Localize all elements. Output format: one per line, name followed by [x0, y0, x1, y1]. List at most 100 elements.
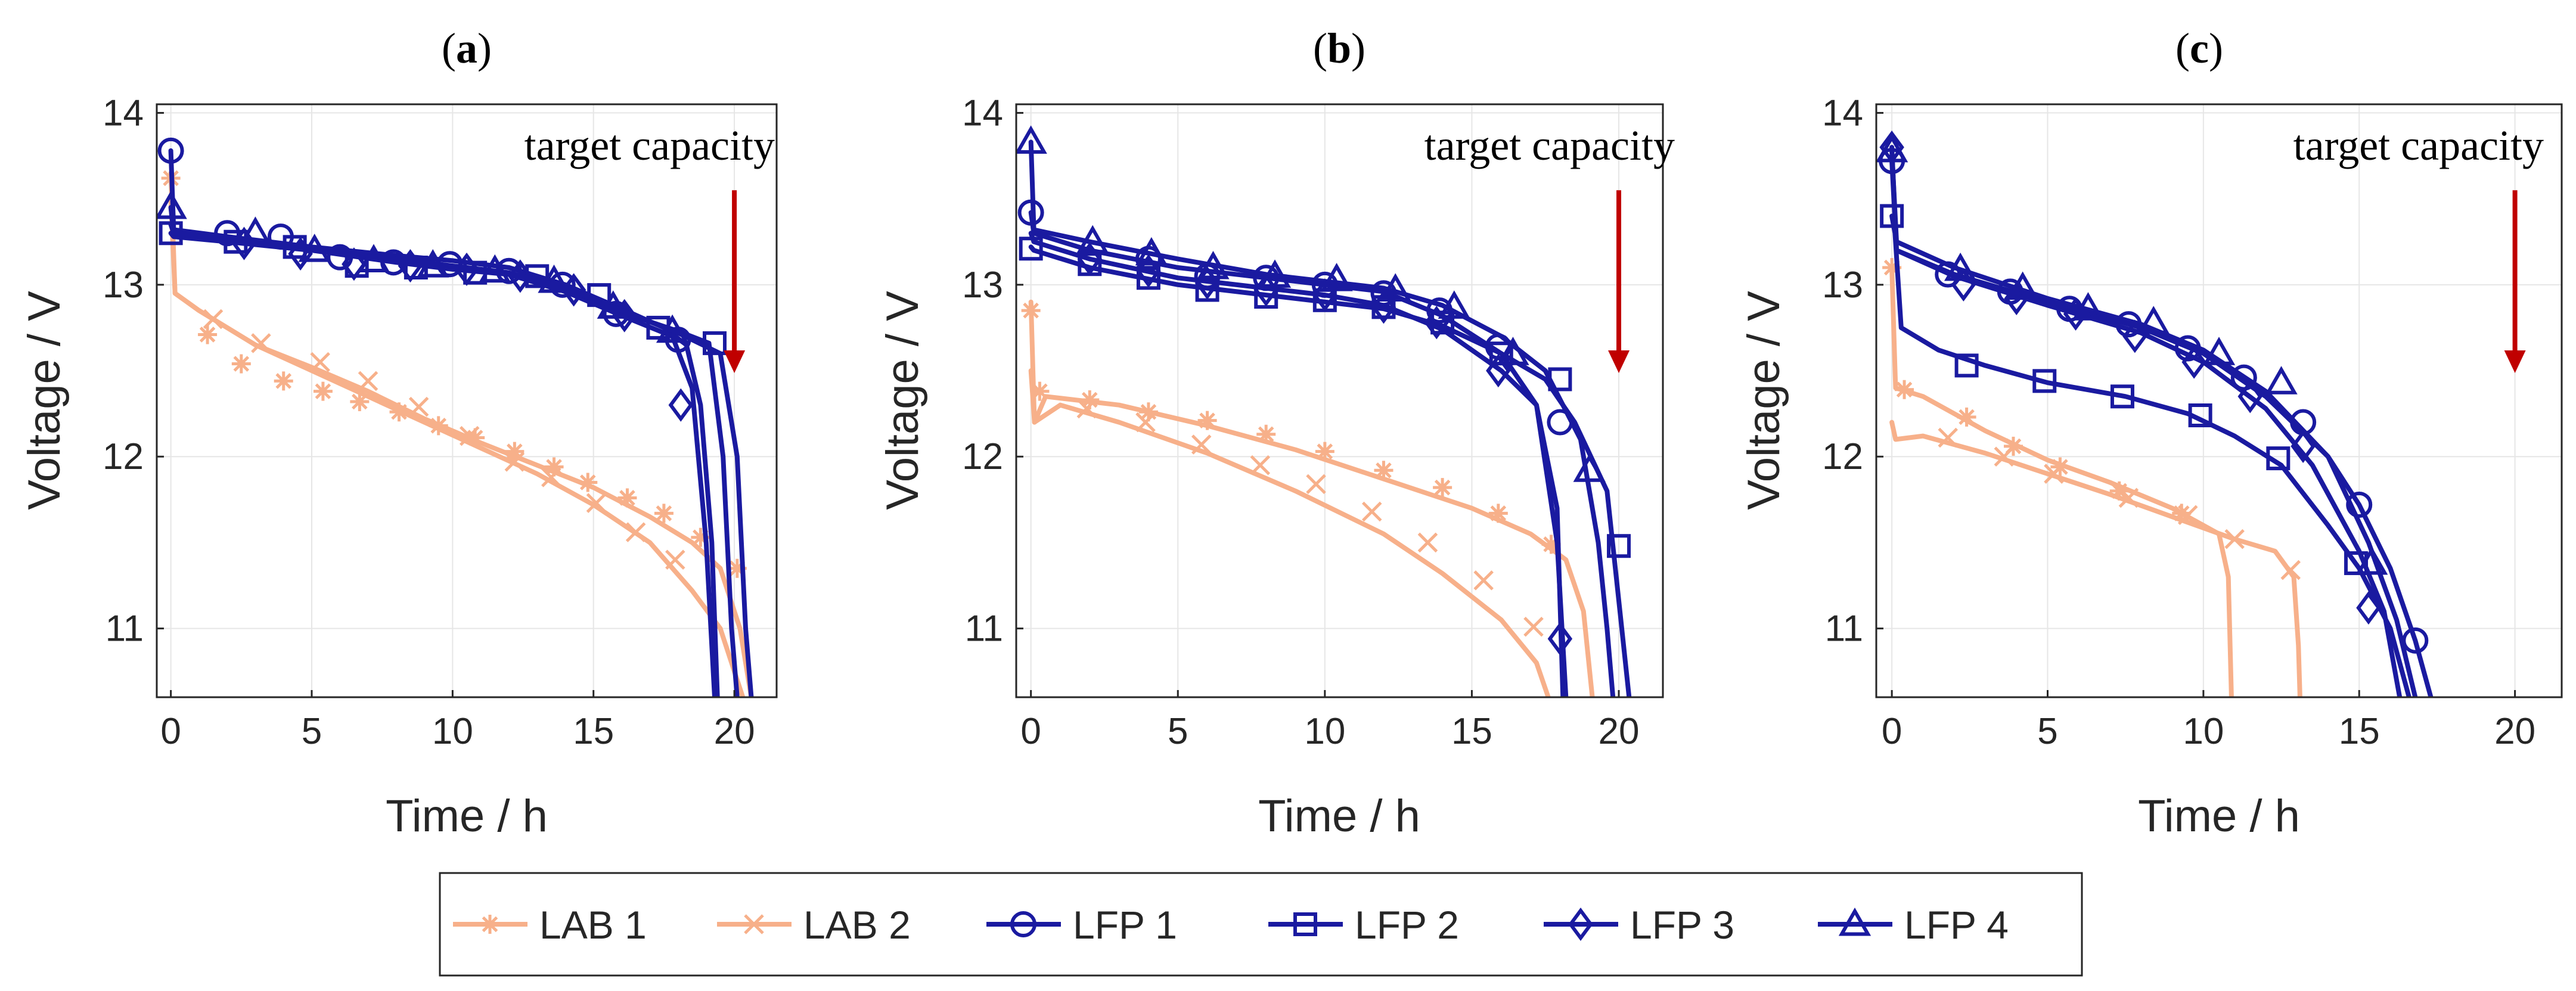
panel-a-ytick-label-3: 14 [103, 92, 144, 133]
panel-a-marker-lfp-3-6 [561, 273, 586, 307]
panel-b-xtick-label-0: 0 [1020, 711, 1041, 752]
legend-label: LAB 1 [539, 903, 647, 947]
panel-a-marker-lab-1-2 [231, 354, 251, 374]
panel-c-marker-lfp-3-6 [2237, 380, 2263, 414]
panel-c-xtick-label-4: 20 [2494, 711, 2535, 752]
panel-a-marker-lab-2-5 [459, 425, 480, 446]
panel-b-marker-lfp-4-8 [1497, 337, 1529, 365]
panel-c-ytick-label-3: 14 [1822, 92, 1863, 133]
panel-a-marker-lfp-4-3 [357, 244, 390, 272]
panel-a-marker-lab-1-14 [691, 527, 710, 547]
panel-c-marker-lfp-2-1 [1954, 353, 1979, 378]
panel-c-line-lab-2 [1889, 420, 2302, 697]
panel-b-marker-lab-2-2 [1191, 434, 1212, 455]
panel-c-marker-lab-1-3 [2004, 436, 2023, 456]
panel-a-xlabel: Time / h [386, 791, 548, 841]
panel-a-marker-lfp-4-6 [538, 265, 570, 293]
panel-b-title: (b) [1313, 24, 1365, 72]
panel-b-marker-lab-1-0 [1021, 301, 1041, 321]
panel-b-marker-lab-1-2 [1080, 390, 1100, 410]
panel-b-marker-lfp-2-2 [1136, 266, 1160, 290]
panel-b-marker-lfp-3-0 [1077, 242, 1103, 276]
panel-c-title: (c) [2175, 24, 2223, 72]
panel-b-xtick-label-2: 10 [1304, 711, 1345, 752]
panel-a-marker-lfp-4-1 [239, 216, 272, 245]
panel-a-marker-lab-2-6 [504, 452, 525, 472]
panel-c-marker-lab-2-5 [2224, 529, 2245, 549]
panel-b-ytick-label-3: 14 [962, 92, 1003, 133]
panel-b-marker-lab-2-6 [1417, 532, 1438, 553]
panel-a-xtick-label-2: 10 [432, 711, 473, 752]
panel-c-line-lfp-1 [1889, 159, 2434, 697]
panel-c-marker-lfp-4-3 [2072, 292, 2105, 321]
panel-b-marker-lfp-4-1 [1076, 225, 1109, 254]
panel-a-marker-lfp-1-0 [157, 137, 184, 164]
panel-b-marker-lab-1-8 [1433, 478, 1453, 498]
panel-b-marker-lfp-3-5 [1371, 290, 1396, 324]
panel-c-marker-lfp-2-4 [2188, 403, 2212, 428]
panel-c-marker-lfp-4-1 [1944, 252, 1977, 281]
panel-b-marker-lfp-3-7 [1486, 353, 1511, 388]
panel-a-marker-lab-2-4 [408, 396, 429, 417]
panel-c-ytick-label-0: 11 [1825, 608, 1863, 650]
legend: LAB 1 LAB 2 LFP 1 LFP 2 LFP 3 LFP 4 [439, 872, 2083, 977]
panel-a-title: (a) [442, 24, 492, 72]
panel-b-marker-lfp-4-5 [1320, 263, 1353, 291]
panel-b-marker-lab-1-4 [1197, 411, 1217, 430]
panel-a-ytick-label-2: 13 [103, 265, 144, 306]
panel-c-ylabel: Voltage / V [1739, 291, 1789, 510]
legend-entry-lfp-4: LFP 4 [1818, 903, 2009, 947]
panel-b-series-lfp-4 [1016, 125, 1616, 697]
panel-c-marker-lfp-3-8 [2356, 591, 2381, 625]
panel-c-marker-lfp-3-2 [2004, 281, 2029, 315]
panel-b-series-lab-1 [1021, 299, 1595, 697]
panel-c-marker-lfp-2-0 [1880, 204, 1904, 228]
panel-a-ytick-label-0: 11 [105, 608, 144, 650]
panel-b-marker-lab-1-6 [1315, 442, 1334, 461]
legend-label: LFP 4 [1904, 903, 2009, 947]
panel-a-series-lfp-4 [157, 190, 754, 697]
panel-b-marker-lab-2-4 [1306, 474, 1326, 495]
panel-b-axes-box [1015, 103, 1664, 698]
panel-a-marker-lab-1-8 [465, 428, 485, 448]
panel-a-xtick-label-3: 15 [573, 711, 614, 752]
panel-c-series-lfp-4 [1876, 133, 2418, 697]
panel-b-line-lfp-3 [1028, 231, 1566, 697]
panel-a-marker-lab-1-11 [578, 473, 598, 492]
panel-b-ylabel: Voltage / V [877, 291, 928, 510]
panel-c-xlabel: Time / h [2138, 791, 2300, 841]
panel-a-marker-lab-1-1 [198, 325, 218, 344]
panel-c-marker-lab-1-0 [1882, 257, 1902, 277]
panel-a-xtick-label-1: 5 [302, 711, 322, 752]
panel-a-marker-lab-2-10 [665, 549, 685, 570]
panel-a-marker-lfp-3-2 [342, 247, 367, 281]
panel-c-marker-lfp-4-6 [2265, 366, 2298, 394]
panel-a-marker-lab-1-9 [505, 442, 524, 461]
panel-c-marker-lab-2-1 [1994, 446, 2015, 467]
panel-a-marker-lfp-3-8 [668, 388, 694, 422]
legend-marker-circle [1010, 911, 1036, 937]
panel-b-xtick-label-3: 15 [1451, 711, 1492, 752]
panel-a-line-lab-1 [168, 170, 754, 697]
panel-b-marker-lab-1-7 [1374, 461, 1393, 480]
panel-a: (a) 0 5 10 15 20 11 12 13 14 Time / h Voltage / … [19, 24, 778, 841]
panel-b-marker-lab-1-3 [1138, 402, 1158, 422]
panel-a-line-lfp-2 [168, 231, 740, 697]
panel-a-ytick-label-1: 12 [103, 436, 144, 477]
panel-b-marker-lfp-4-4 [1258, 259, 1292, 288]
panel-b-line-lfp-4 [1028, 139, 1616, 697]
legend-entry-lfp-2: LFP 2 [1268, 903, 1459, 947]
panel-a-marker-lab-2-3 [358, 371, 378, 392]
panel-b-marker-lab-2-8 [1523, 616, 1544, 637]
panel-a-marker-lfp-4-2 [298, 234, 331, 262]
panel-a-marker-lab-1-13 [654, 504, 674, 523]
panel-b-series-lab-2 [1028, 368, 1551, 697]
panel-c-marker-lfp-3-7 [2291, 429, 2316, 463]
panel-a-target-arrow [724, 190, 746, 374]
panel-c-marker-lfp-4-5 [2202, 337, 2236, 365]
panel-b-marker-lab-2-7 [1473, 570, 1494, 591]
panel-c-marker-lfp-3-5 [2181, 345, 2206, 379]
panel-c-axes-box [1875, 103, 2563, 698]
panel-c-ytick-label-2: 13 [1822, 265, 1863, 306]
